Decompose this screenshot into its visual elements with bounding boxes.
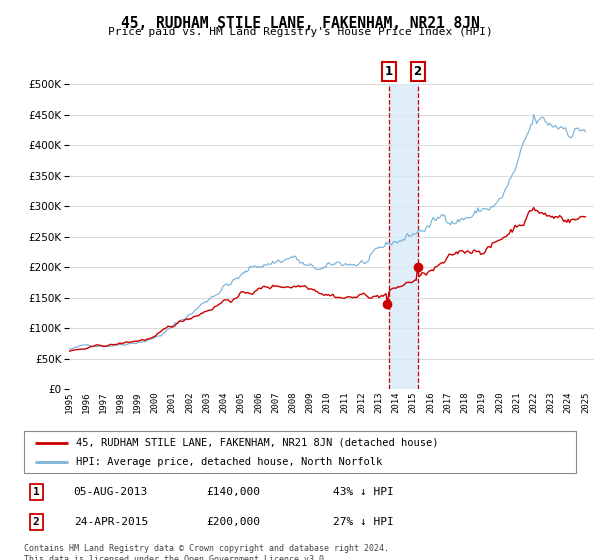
Text: 2013: 2013 — [374, 391, 383, 413]
Text: 2001: 2001 — [168, 391, 177, 413]
Text: 2017: 2017 — [443, 391, 452, 413]
Text: 2004: 2004 — [220, 391, 229, 413]
Text: 43% ↓ HPI: 43% ↓ HPI — [333, 487, 394, 497]
Text: 1: 1 — [33, 487, 40, 497]
Text: 2022: 2022 — [529, 391, 538, 413]
Text: 05-AUG-2013: 05-AUG-2013 — [74, 487, 148, 497]
Text: 24-APR-2015: 24-APR-2015 — [74, 517, 148, 528]
Text: 2: 2 — [413, 65, 422, 78]
Text: 2025: 2025 — [581, 391, 590, 413]
Text: 2010: 2010 — [323, 391, 332, 413]
Text: 27% ↓ HPI: 27% ↓ HPI — [333, 517, 394, 528]
Text: 2000: 2000 — [151, 391, 160, 413]
Text: 2: 2 — [33, 517, 40, 528]
Text: 1996: 1996 — [82, 391, 91, 413]
Text: 2002: 2002 — [185, 391, 194, 413]
Text: 2021: 2021 — [512, 391, 521, 413]
Text: 1997: 1997 — [99, 391, 108, 413]
Text: £200,000: £200,000 — [206, 517, 260, 528]
Text: 2006: 2006 — [254, 391, 263, 413]
Text: 2014: 2014 — [392, 391, 401, 413]
Text: 2018: 2018 — [460, 391, 469, 413]
Text: 45, RUDHAM STILE LANE, FAKENHAM, NR21 8JN (detached house): 45, RUDHAM STILE LANE, FAKENHAM, NR21 8J… — [76, 437, 439, 447]
Text: £140,000: £140,000 — [206, 487, 260, 497]
Text: 1995: 1995 — [65, 391, 74, 413]
Text: 2020: 2020 — [495, 391, 504, 413]
Text: 2008: 2008 — [288, 391, 297, 413]
Text: 2007: 2007 — [271, 391, 280, 413]
Text: 2024: 2024 — [563, 391, 572, 413]
Text: 1999: 1999 — [133, 391, 142, 413]
Text: 1: 1 — [385, 65, 393, 78]
Text: 2019: 2019 — [478, 391, 487, 413]
Text: 2012: 2012 — [357, 391, 366, 413]
Text: 2005: 2005 — [236, 391, 245, 413]
Text: Price paid vs. HM Land Registry's House Price Index (HPI): Price paid vs. HM Land Registry's House … — [107, 27, 493, 37]
Bar — [389, 84, 418, 389]
Text: 2009: 2009 — [305, 391, 314, 413]
Text: 2023: 2023 — [547, 391, 556, 413]
Text: 2015: 2015 — [409, 391, 418, 413]
Text: 45, RUDHAM STILE LANE, FAKENHAM, NR21 8JN: 45, RUDHAM STILE LANE, FAKENHAM, NR21 8J… — [121, 16, 479, 31]
Text: 1998: 1998 — [116, 391, 125, 413]
Text: 2011: 2011 — [340, 391, 349, 413]
Text: 2003: 2003 — [202, 391, 211, 413]
Text: Contains HM Land Registry data © Crown copyright and database right 2024.
This d: Contains HM Land Registry data © Crown c… — [24, 544, 389, 560]
Text: 2016: 2016 — [426, 391, 435, 413]
Text: HPI: Average price, detached house, North Norfolk: HPI: Average price, detached house, Nort… — [76, 457, 383, 467]
